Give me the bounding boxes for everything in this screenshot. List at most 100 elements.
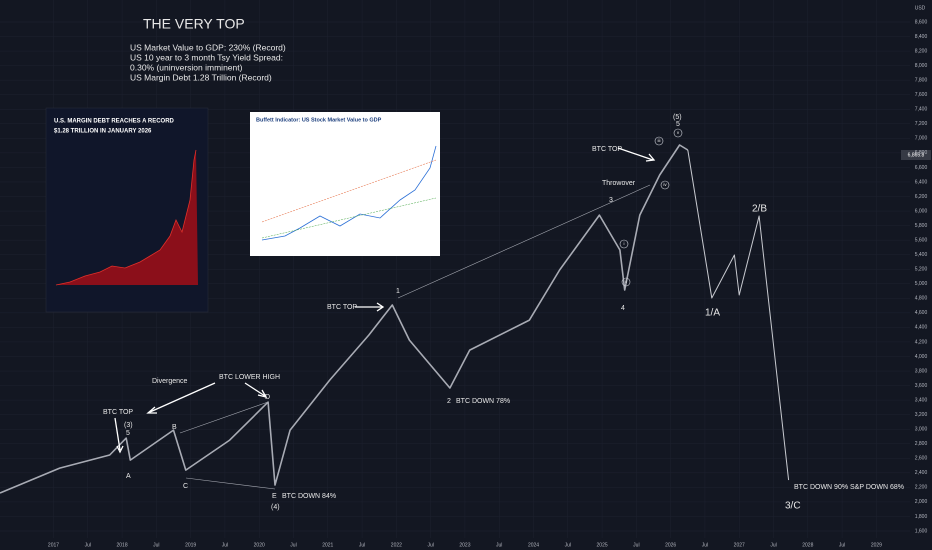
y-tick-label: 3,800 (915, 368, 928, 374)
x-tick-label: 2020 (254, 542, 265, 548)
y-tick-label: 2,200 (915, 485, 928, 491)
label: BTC DOWN 84% (282, 493, 336, 500)
x-tick-label: 2026 (665, 542, 676, 548)
y-tick-label: 5,400 (915, 252, 928, 258)
label: 1 (396, 288, 400, 295)
grid (0, 0, 910, 538)
x-tick-label: 2028 (802, 542, 813, 548)
y-tick-label: 4,800 (915, 296, 928, 302)
inset-title: $1.28 TRILLION IN JANUARY 2026 (54, 129, 152, 135)
label: BTC DOWN 78% (456, 398, 510, 405)
y-tick-label: 4,200 (915, 339, 928, 345)
label: 2 (447, 398, 451, 405)
label: Divergence (152, 378, 188, 385)
y-tick-label: 6,200 (915, 194, 928, 200)
y-tick-label: 5,600 (915, 237, 928, 243)
x-tick-label: Jul (85, 542, 91, 548)
label: BTC TOP (592, 146, 622, 153)
y-tick-label: 2,400 (915, 470, 928, 476)
note: 0.30% (uninversion imminent) (130, 62, 243, 72)
label: E (272, 493, 277, 500)
x-tick-label: Jul (290, 542, 296, 548)
label: BTC TOP (103, 409, 133, 416)
label: 3/C (785, 501, 801, 512)
x-tick-label: 2019 (185, 542, 196, 548)
y-tick-label: 8,000 (915, 63, 928, 69)
y-tick-label: 7,800 (915, 77, 928, 83)
y-tick-label: 5,200 (915, 267, 928, 273)
x-tick-label: Jul (222, 542, 228, 548)
x-tick-label: Jul (839, 542, 845, 548)
y-tick-label: 3,000 (915, 427, 928, 433)
y-tick-label: 8,400 (915, 34, 928, 40)
label: 2/B (752, 204, 767, 215)
y-tick-label: 8,600 (915, 19, 928, 25)
x-tick-label: 2018 (117, 542, 128, 548)
y-tick-label: 1,600 (915, 528, 928, 534)
annotation-title: THE VERY TOP (143, 16, 245, 32)
y-tick-label: 4,400 (915, 325, 928, 331)
label: iv (663, 182, 667, 187)
label: (5) (673, 114, 682, 121)
x-tick-label: Jul (153, 542, 159, 548)
y-tick-label: 7,600 (915, 92, 928, 98)
label: 5 (126, 430, 130, 437)
y-tick-label: 6,800 (915, 150, 928, 156)
x-tick-label: 2029 (871, 542, 882, 548)
projection-line (687, 149, 790, 481)
label: BTC TOP (327, 304, 357, 311)
y-tick-label: 1,800 (915, 514, 928, 520)
y-tick-label: 3,600 (915, 383, 928, 389)
x-tick-label: Jul (770, 542, 776, 548)
plot (0, 144, 790, 494)
label: 5 (676, 121, 680, 128)
y-tick-label: 8,200 (915, 48, 928, 54)
label: i (624, 241, 625, 246)
x-tick-label: 2023 (459, 542, 470, 548)
sub-waves: iii v iv i ii (619, 128, 683, 287)
x-tick-label: 2017 (48, 542, 59, 548)
currency: USD (915, 5, 926, 11)
label: BTC DOWN 90% S&P DOWN 68% (794, 484, 904, 491)
y-tick-label: 2,800 (915, 441, 928, 447)
y-tick-label: 3,200 (915, 412, 928, 418)
arrows (114, 147, 656, 490)
x-tick-label: 2022 (391, 542, 402, 548)
y-tick-label: 5,000 (915, 281, 928, 287)
y-tick-label: 4,000 (915, 354, 928, 360)
label: A (126, 473, 131, 480)
x-tick-label: Jul (427, 542, 433, 548)
x-tick-label: Jul (496, 542, 502, 548)
label: ii (625, 279, 627, 284)
x-tick-label: 2025 (597, 542, 608, 548)
inset-title: Buffett Indicator: US Stock Market Value… (256, 117, 382, 123)
label: B (172, 424, 177, 431)
y-tick-label: 5,800 (915, 223, 928, 229)
y-tick-label: 6,400 (915, 179, 928, 185)
y-tick-label: 7,000 (915, 136, 928, 142)
price-tag (901, 150, 931, 160)
x-tick-label: Jul (359, 542, 365, 548)
label: D (265, 394, 270, 401)
label: C (183, 483, 188, 490)
x-tick-label: Jul (565, 542, 571, 548)
inset-title: U.S. MARGIN DEBT REACHES A RECORD (54, 119, 175, 125)
y-tick-label: 2,000 (915, 499, 928, 505)
y-tick-label: 6,600 (915, 165, 928, 171)
x-tick-label: 2021 (322, 542, 333, 548)
x-tick-label: 2027 (734, 542, 745, 548)
y-tick-label: 2,600 (915, 456, 928, 462)
margin-debt-inset: U.S. MARGIN DEBT REACHES A RECORD $1.28 … (45, 107, 209, 313)
label: iii (658, 138, 661, 143)
last-price: 6,865.8 (908, 152, 925, 158)
label: Throwover (602, 180, 636, 187)
note: US 10 year to 3 month Tsy Yield Spread: (130, 52, 283, 62)
label: 1/A (705, 308, 720, 319)
y-tick-label: 4,600 (915, 310, 928, 316)
label: BTC LOWER HIGH (219, 374, 280, 381)
y-tick-label: 7,400 (915, 107, 928, 113)
price-line (0, 144, 689, 494)
note: US Margin Debt 1.28 Trillion (Record) (130, 72, 272, 82)
label: 3 (609, 197, 613, 204)
